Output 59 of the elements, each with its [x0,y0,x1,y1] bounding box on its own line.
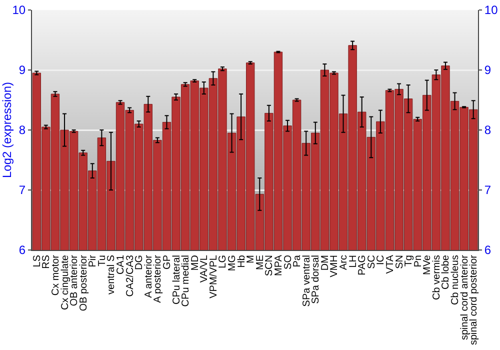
x-tick-label: CA1 [116,254,127,274]
x-tick-label: Pa [292,254,304,268]
x-tick-label: VPM/VPL [208,254,220,298]
x-tick-label: Cb lobe [440,254,452,290]
y2-tick-label: 6 [484,243,492,258]
x-tick-label: IC [376,255,387,265]
x-tick-label: LS [32,254,43,268]
x-tick-label: SPa dorsal [310,255,322,304]
x-tick-label: M [246,255,257,264]
x-tick-label: Tg [404,255,415,267]
x-tick-label: VA/VL [199,254,210,283]
x-tick-label: MPA [273,254,284,276]
x-tick-label: SO [282,254,294,270]
x-tick-label: PAG [357,254,368,276]
x-tick-label: GP [162,254,173,270]
x-tick-label: VMH [329,255,340,278]
x-tick-label: Pir [88,254,99,268]
y-tick-label: 6 [18,243,26,258]
x-tick-label: OB anterior [69,254,80,306]
x-tick-label: SN [394,255,406,269]
x-tick-label: LH [348,255,359,268]
y-axis-title: Log2 (expression) [0,82,14,178]
x-tick-label: Arc [338,255,350,270]
y2-tick-label: 8 [484,123,492,138]
x-tick-label: Hb [236,254,248,268]
x-tick-label: Cb nucleus [450,255,462,306]
x-tick-label: Cb vermis [431,255,442,300]
x-tick-label: Pn [412,255,424,268]
x-tick-label: Tu [96,255,108,266]
y-tick-label: 9 [18,63,26,78]
x-tick-label: A posterior [152,254,164,303]
x-tick-label: A anterior [143,254,154,298]
x-tick-label: MD [190,255,201,271]
x-tick-label: Cx motor [50,254,62,296]
y-tick-label: 8 [18,123,26,138]
x-tick-label: LG [218,254,229,268]
x-tick-label: SPa ventral [301,255,312,307]
x-tick-label: RS [41,254,52,269]
x-tick-label: CA2/CA3 [124,254,136,297]
x-tick-label: DG [134,254,146,270]
x-tick-label: VTA [384,254,396,274]
x-tick-label: OB posterior [78,254,90,312]
x-tick-label: DM [320,255,331,271]
x-tick-label: ME [254,254,266,270]
x-tick-label: ventral S [106,254,118,294]
y-tick-label: 7 [18,183,26,198]
x-tick-label: CPu lateral [171,255,182,304]
x-tick-label: spinal cord anterior [459,254,470,340]
x-tick-label: SCN [264,255,276,276]
y2-tick-label: 7 [484,183,492,198]
x-tick-label: Cx cingulate [60,254,71,310]
x-tick-label: MVe [422,254,434,276]
x-tick-label: spinal cord posterior [468,254,480,346]
y2-tick-label: 9 [484,63,492,78]
y-tick-label: 10 [12,3,26,18]
y2-tick-label: 10 [484,3,498,18]
x-tick-label: CPu medial [180,255,192,307]
x-tick-label: SC [366,255,378,269]
x-tick-label: MG [227,254,238,272]
